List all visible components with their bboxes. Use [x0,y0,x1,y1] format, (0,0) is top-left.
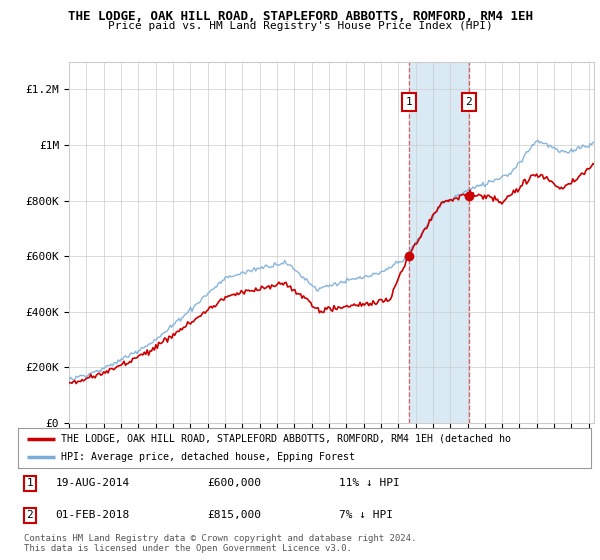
Text: £600,000: £600,000 [207,478,261,488]
Text: 1: 1 [26,478,34,488]
Text: Contains HM Land Registry data © Crown copyright and database right 2024.: Contains HM Land Registry data © Crown c… [24,534,416,543]
Text: Price paid vs. HM Land Registry's House Price Index (HPI): Price paid vs. HM Land Registry's House … [107,21,493,31]
Bar [409,62,469,423]
Text: HPI: Average price, detached house, Epping Forest: HPI: Average price, detached house, Eppi… [61,452,355,463]
Text: THE LODGE, OAK HILL ROAD, STAPLEFORD ABBOTTS, ROMFORD, RM4 1EH (detached ho: THE LODGE, OAK HILL ROAD, STAPLEFORD ABB… [61,433,511,444]
Text: This data is licensed under the Open Government Licence v3.0.: This data is licensed under the Open Gov… [24,544,352,553]
Text: £815,000: £815,000 [207,511,261,520]
Text: 01-FEB-2018: 01-FEB-2018 [55,511,130,520]
Text: 7% ↓ HPI: 7% ↓ HPI [339,511,393,520]
Text: 2: 2 [26,511,34,520]
Text: 19-AUG-2014: 19-AUG-2014 [55,478,130,488]
Text: 11% ↓ HPI: 11% ↓ HPI [339,478,400,488]
Text: 2: 2 [466,97,472,107]
Text: THE LODGE, OAK HILL ROAD, STAPLEFORD ABBOTTS, ROMFORD, RM4 1EH: THE LODGE, OAK HILL ROAD, STAPLEFORD ABB… [67,10,533,23]
Text: 1: 1 [406,97,412,107]
